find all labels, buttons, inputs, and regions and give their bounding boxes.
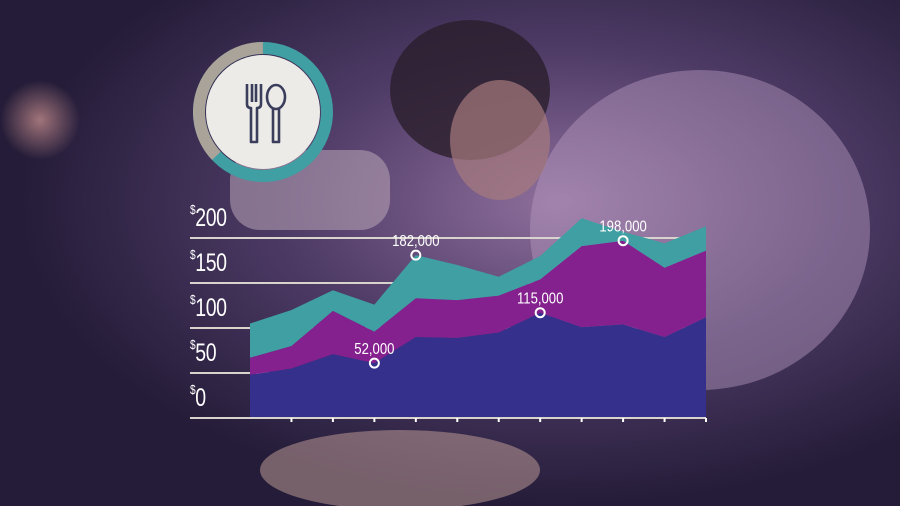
y-tick-label: $0 [190, 382, 206, 413]
data-label: 52,000 [354, 341, 394, 358]
data-point-marker [368, 357, 380, 369]
y-tick-value: 200 [195, 204, 227, 232]
y-tick-value: 100 [195, 294, 227, 322]
badge-inner [206, 55, 320, 169]
area-series-1 [250, 312, 706, 418]
currency-symbol: $ [190, 337, 196, 352]
data-label: 182,000 [392, 233, 439, 250]
data-point-marker [410, 249, 422, 261]
currency-symbol: $ [190, 292, 196, 307]
y-tick-value: 0 [195, 384, 206, 412]
data-point-marker [534, 307, 546, 319]
y-tick-value: 150 [195, 249, 227, 277]
fork-spoon-icon [245, 83, 287, 144]
y-tick-label: $200 [190, 202, 227, 233]
area-series-2 [250, 240, 706, 375]
data-label: 115,000 [517, 291, 563, 308]
data-point-marker [617, 235, 629, 247]
data-label: 198,000 [599, 219, 646, 236]
y-tick-label: $100 [190, 292, 227, 323]
currency-symbol: $ [190, 247, 196, 262]
area-series-3 [250, 218, 706, 358]
y-tick-value: 50 [195, 339, 217, 367]
dining-icon-badge [193, 42, 333, 182]
ring-grey [193, 42, 264, 160]
currency-symbol: $ [190, 202, 196, 217]
y-tick-label: $50 [190, 337, 217, 368]
y-tick-label: $150 [190, 247, 227, 278]
currency-symbol: $ [190, 382, 196, 397]
